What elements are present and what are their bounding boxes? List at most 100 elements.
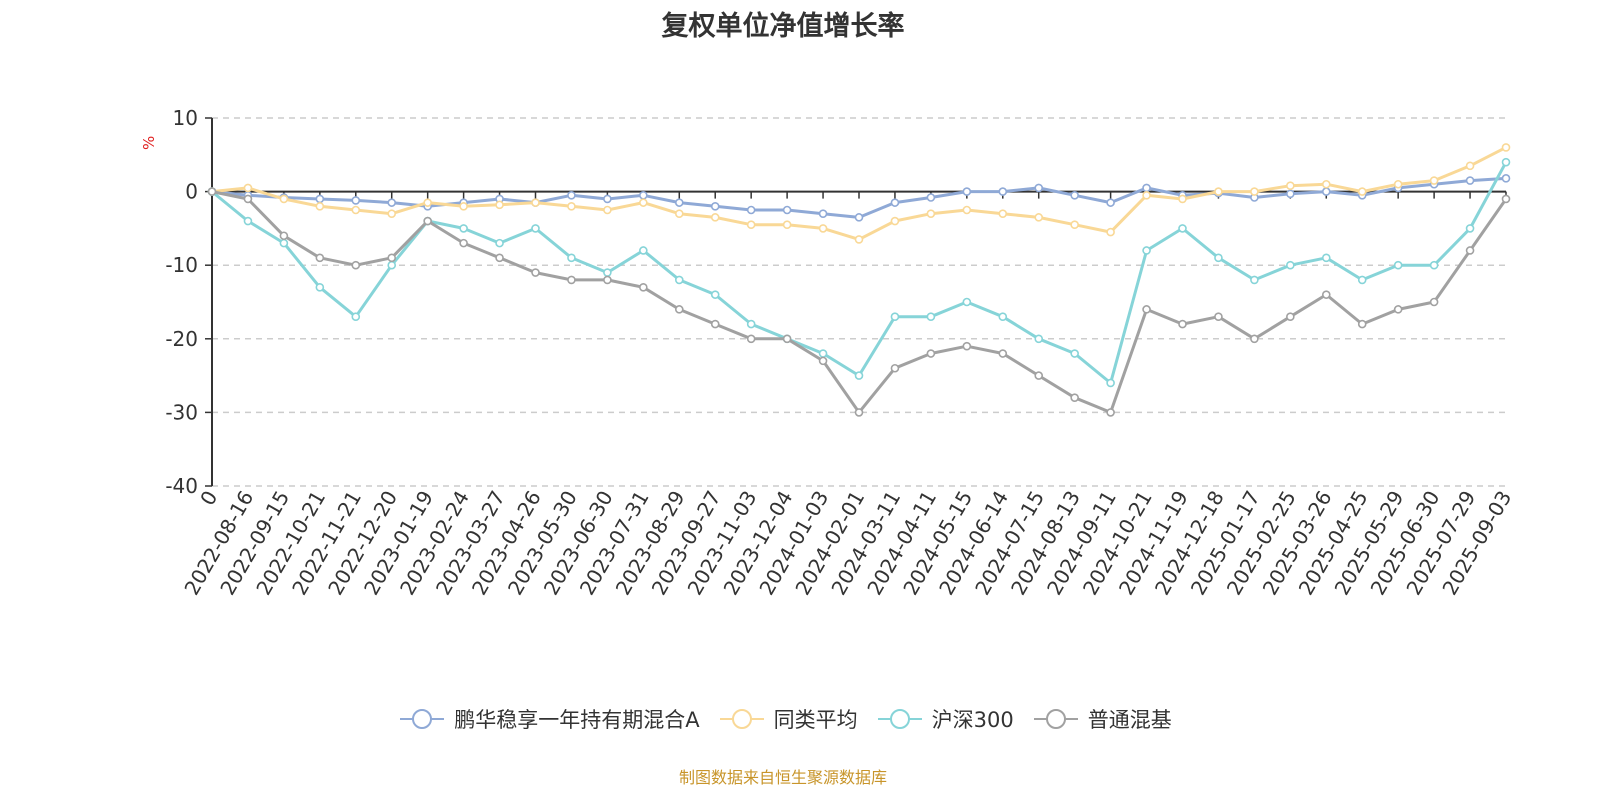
data-point [1321,253,1331,263]
data-point [674,305,684,314]
data-point [1034,334,1044,344]
data-point [890,312,900,322]
data-point [674,209,684,218]
data-point [567,275,576,285]
y-tick-label: -30 [165,400,198,424]
data-point [1070,393,1079,402]
data-point [459,202,468,211]
axes [205,117,1507,487]
legend-line-circle-icon [877,709,922,729]
legend-item[interactable]: 沪深300 [876,704,1014,734]
data-point [710,290,720,299]
data-point [782,205,792,215]
legend-item[interactable]: 同类平均 [718,704,858,734]
data-point [531,224,540,233]
data-point [926,209,936,218]
data-point [1321,179,1331,189]
y-tick-label: 0 [185,180,198,204]
data-point [351,196,361,205]
data-point [1106,378,1115,388]
data-point [639,282,648,292]
data-point [351,260,361,270]
data-point [495,200,504,210]
data-point [387,198,397,207]
data-point [1034,371,1044,380]
data-point [639,246,648,255]
x-tick-label: 0 [195,487,222,510]
data-point [315,253,325,263]
y-tick-label: -20 [165,327,198,351]
data-point [1214,312,1223,322]
data-point [1106,408,1115,417]
data-point [1357,275,1367,285]
data-point [1034,213,1044,222]
data-point [459,224,468,233]
data-point [603,194,612,204]
data-point [1393,179,1403,189]
legend-line-circle-icon [719,709,764,729]
legend-item[interactable]: 鹏华稳享一年持有期混合A [398,704,700,734]
data-point [315,194,325,204]
data-point [890,198,900,207]
data-point [243,194,253,204]
data-point [926,312,936,322]
data-point [1465,246,1475,255]
data-point [603,268,612,277]
data-point [962,341,972,351]
data-point [1214,187,1223,196]
data-point [1142,190,1151,200]
data-point [531,198,540,207]
data-point [639,190,648,200]
data-point [1321,290,1331,299]
legend-label: 鹏华稳享一年持有期混合A [454,708,700,732]
data-point [782,220,792,230]
data-point [1321,187,1331,196]
data-point [998,312,1008,322]
data-point [567,190,576,200]
data-point [1178,319,1187,329]
data-point [854,371,864,380]
series-1 [207,143,1511,244]
data-point [998,349,1008,358]
data-point [1142,246,1151,255]
data-point [818,356,828,366]
data-point [1250,275,1259,285]
data-source-note: 制图数据来自恒生聚源数据库 [678,768,887,787]
data-point [1357,319,1367,329]
data-point [1142,305,1151,314]
data-point [495,238,504,248]
data-point [207,187,217,196]
legend-label: 同类平均 [773,708,858,732]
data-point [746,334,756,344]
legend: 鹏华稳享一年持有期混合A 同类平均 沪深300 普通混基 [0,704,1570,734]
data-point [387,253,397,263]
data-point [854,213,864,222]
data-point [1286,312,1295,322]
data-point [854,235,864,244]
series-lines [207,143,1511,417]
data-point [459,238,468,248]
data-point [1178,224,1187,233]
data-point [279,238,289,248]
data-point [1501,157,1511,167]
data-point [351,312,361,322]
data-point [1393,305,1403,314]
y-tick-label: -10 [165,253,198,277]
data-point [1465,161,1475,171]
data-point [1250,187,1259,196]
data-point [1178,194,1187,204]
data-point [926,349,936,358]
data-point [1034,183,1044,193]
data-point [279,231,289,241]
data-point [531,268,540,277]
legend-item[interactable]: 普通混基 [1032,704,1172,734]
data-point [962,297,972,307]
data-point [674,198,684,207]
data-point [1214,253,1223,263]
data-point [423,198,432,207]
data-point [1286,181,1295,191]
data-point [1070,349,1079,358]
y-tick-label: -40 [165,474,198,498]
data-point [1286,189,1295,199]
